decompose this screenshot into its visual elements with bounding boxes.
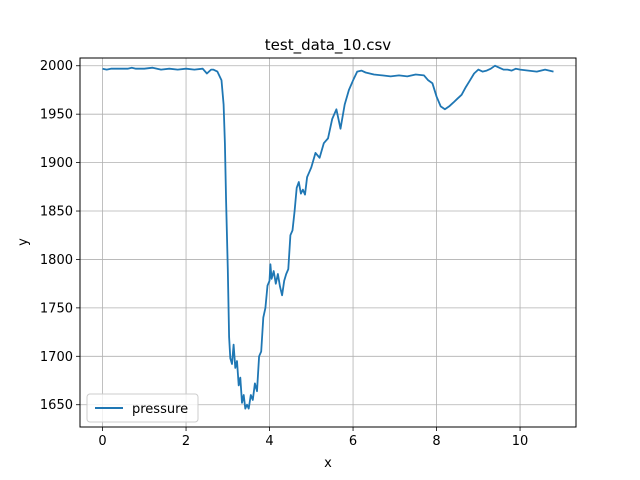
x-tick-label: 2 [182, 434, 190, 449]
y-tick-label: 1950 [40, 108, 73, 123]
series-layer [102, 64, 554, 410]
legend-label-pressure: pressure [132, 402, 188, 417]
x-tick-label: 10 [512, 434, 529, 449]
y-axis-label: y [16, 238, 31, 246]
y-tick-label: 1800 [40, 253, 73, 268]
series-line-pressure [102, 64, 554, 410]
y-tick-label: 1650 [40, 398, 73, 413]
x-tick-label: 8 [432, 434, 440, 449]
x-axis-label: x [324, 456, 332, 471]
y-tick-label: 1750 [40, 301, 73, 316]
plot-frame [79, 57, 577, 428]
y-tick-label: 2000 [40, 59, 73, 74]
x-tick-label: 0 [98, 434, 106, 449]
ticks: 0 2 4 6 8 10 1650 1700 1750 1800 1850 1900 1950 2000 [40, 59, 528, 449]
x-tick-label: 4 [265, 434, 273, 449]
legend: pressure [86, 393, 199, 423]
grid [80, 58, 576, 427]
y-tick-label: 1900 [40, 156, 73, 171]
chart-title: test_data_10.csv [265, 36, 392, 55]
y-tick-label: 1850 [40, 205, 73, 220]
legend-box [86, 393, 199, 423]
y-tick-label: 1700 [40, 350, 73, 365]
x-tick-label: 6 [349, 434, 357, 449]
